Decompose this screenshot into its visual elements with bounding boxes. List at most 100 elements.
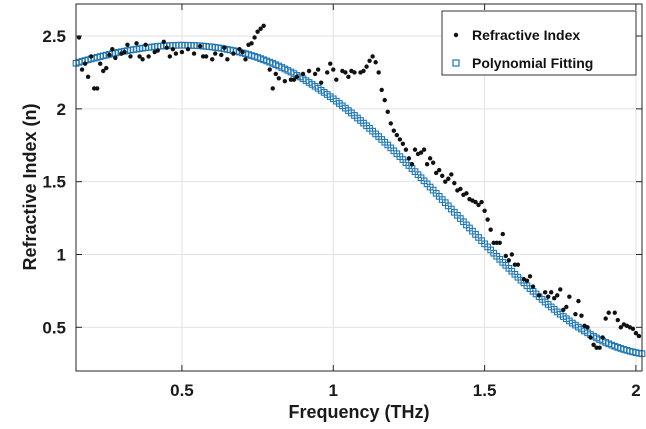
data-point	[146, 54, 151, 59]
data-point	[500, 231, 505, 237]
data-point	[515, 262, 521, 267]
data-point	[210, 57, 215, 62]
data-point	[98, 61, 103, 66]
data-point	[122, 49, 127, 55]
data-point	[530, 284, 536, 289]
data-point	[552, 295, 557, 301]
data-point	[446, 176, 451, 181]
legend-marker-polynomial-fitting	[452, 59, 460, 67]
data-point	[161, 39, 166, 45]
data-point	[249, 41, 254, 46]
data-point	[334, 77, 339, 82]
data-point	[576, 298, 581, 304]
data-point	[579, 313, 584, 318]
data-point	[294, 74, 300, 80]
polynomial-fitting-series	[72, 41, 646, 358]
data-point	[497, 240, 502, 246]
plot-frame	[75, 3, 643, 372]
data-point	[630, 326, 636, 331]
data-point	[400, 141, 406, 147]
data-point	[185, 46, 191, 52]
data-point	[261, 23, 266, 29]
data-point	[273, 71, 278, 77]
data-point	[424, 161, 430, 167]
data-point	[167, 54, 173, 59]
data-point	[427, 156, 433, 161]
data-point	[597, 345, 602, 350]
data-point	[382, 97, 387, 103]
data-point	[585, 325, 590, 330]
data-point	[219, 52, 224, 58]
data-point	[270, 86, 275, 91]
data-point	[179, 49, 185, 55]
data-point	[494, 240, 499, 246]
data-point	[137, 54, 142, 59]
data-point	[633, 330, 639, 336]
data-point	[421, 147, 427, 152]
data-point	[458, 186, 463, 192]
data-point	[512, 262, 518, 267]
data-point	[509, 252, 515, 257]
data-point	[433, 170, 439, 176]
x-tick-label: 1	[329, 381, 338, 400]
legend-label-refractive-index: Refractive Index	[472, 27, 580, 43]
data-point	[88, 54, 94, 59]
data-point	[449, 172, 454, 177]
data-point	[104, 65, 109, 71]
data-point	[197, 44, 203, 49]
data-point	[603, 316, 608, 321]
data-point	[555, 293, 560, 298]
data-point	[101, 68, 106, 74]
data-point	[636, 333, 642, 339]
data-point	[258, 26, 263, 31]
data-point	[394, 132, 400, 138]
data-point	[618, 325, 624, 330]
data-point	[255, 29, 260, 34]
data-point	[125, 42, 130, 47]
data-point	[276, 76, 281, 81]
y-tick-labels: 0.5 1 1.5 2 2.5	[42, 27, 66, 337]
data-point	[361, 68, 366, 74]
refractive-index-series	[76, 23, 642, 350]
data-point	[388, 121, 393, 126]
x-tick-label: 2	[631, 381, 640, 400]
data-point	[237, 46, 242, 52]
data-point	[91, 86, 97, 91]
data-point	[548, 290, 554, 295]
legend-marker-refractive-index	[453, 32, 459, 38]
legend-box	[441, 10, 637, 76]
data-point	[485, 217, 490, 222]
data-point	[85, 74, 91, 80]
data-point	[267, 67, 272, 72]
data-point	[545, 294, 551, 299]
legend: Refractive Index Polynomial Fitting	[441, 10, 637, 76]
data-point	[225, 57, 230, 62]
data-point	[406, 156, 412, 161]
data-point	[315, 67, 321, 72]
data-point	[143, 42, 148, 47]
data-point	[376, 70, 381, 75]
data-point	[343, 70, 348, 75]
y-axis-title: Refractive Index (n)	[20, 103, 40, 270]
data-point	[452, 180, 457, 186]
data-point	[473, 199, 478, 205]
data-point	[352, 70, 357, 75]
data-point	[443, 179, 448, 184]
data-point	[325, 70, 330, 75]
data-point	[379, 87, 384, 93]
data-point	[591, 342, 596, 347]
data-point	[288, 77, 294, 82]
data-point	[82, 61, 88, 66]
data-point	[606, 310, 611, 315]
x-tick-label: 0.5	[170, 381, 194, 400]
data-point	[367, 58, 372, 63]
y-tick-label: 2	[57, 100, 66, 119]
data-point	[588, 335, 593, 340]
data-point	[612, 310, 617, 315]
data-point	[594, 345, 599, 350]
data-point	[412, 147, 418, 152]
data-point	[391, 128, 397, 133]
data-point	[364, 64, 369, 69]
data-point	[222, 45, 227, 50]
data-point	[134, 41, 139, 46]
